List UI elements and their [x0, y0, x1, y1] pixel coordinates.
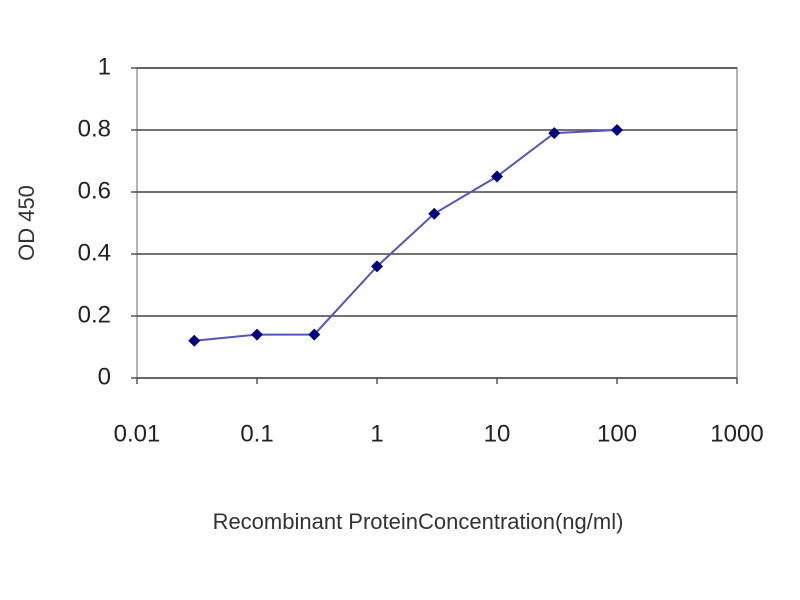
x-tick-label: 100	[597, 420, 637, 447]
y-tick-label: 0.4	[78, 239, 111, 266]
data-point	[308, 328, 321, 341]
data-point	[428, 207, 441, 220]
x-tick-label: 10	[484, 420, 511, 447]
series-line	[194, 129, 618, 342]
y-tick-label: 0.8	[78, 115, 111, 142]
x-tick-label: 0.1	[240, 420, 273, 447]
x-tick-label: 0.01	[114, 420, 161, 447]
data-point	[491, 170, 503, 183]
x-tick-label: 1	[370, 420, 383, 447]
y-tick-label: 0.6	[78, 177, 111, 204]
data-point	[371, 260, 383, 273]
data-point	[548, 127, 561, 140]
x-tick-label: 1000	[710, 420, 763, 447]
data-point	[188, 334, 201, 347]
y-axis-label: OD 450	[14, 185, 39, 261]
plot-area	[136, 67, 738, 379]
x-axis-label: Recombinant ProteinConcentration(ng/ml)	[213, 509, 624, 534]
data-point	[251, 328, 263, 341]
y-tick-label: 0.2	[78, 301, 111, 328]
y-tick-label: 0	[98, 363, 111, 390]
y-tick-label: 1	[98, 53, 111, 80]
data-point	[611, 124, 623, 136]
